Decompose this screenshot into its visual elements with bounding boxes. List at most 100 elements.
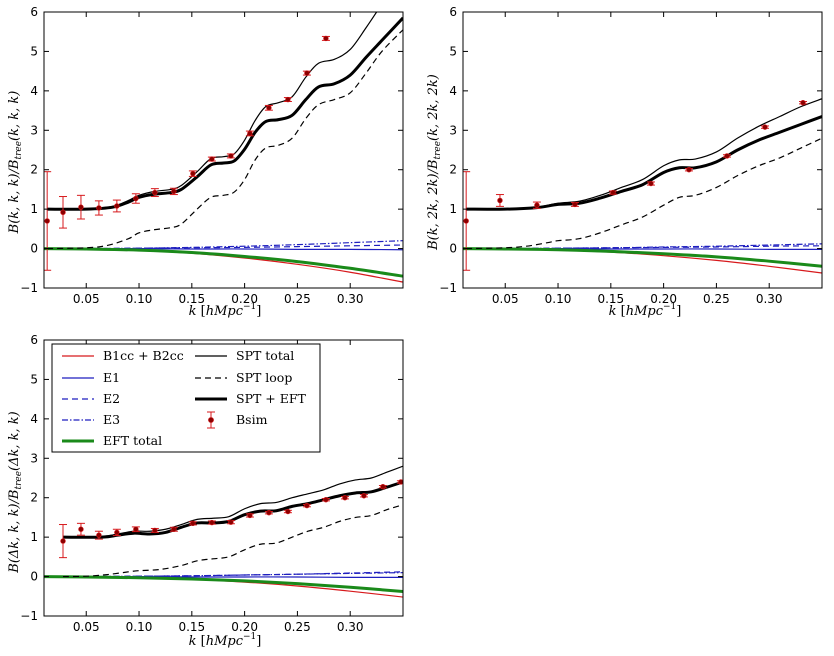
y-tick-label: 2 [449, 163, 457, 177]
y-tick-label: 3 [449, 123, 457, 137]
data-point [302, 502, 311, 509]
point-marker [114, 203, 120, 209]
y-tick-label: 2 [30, 491, 38, 505]
data-point [340, 495, 349, 501]
point-marker [228, 153, 234, 159]
data-point [321, 496, 330, 503]
point-marker [285, 96, 291, 103]
axes-frame [462, 11, 823, 289]
point-marker [133, 526, 139, 532]
y-tick-label: 1 [449, 202, 457, 216]
plot-area [463, 98, 822, 274]
point-marker [304, 70, 310, 76]
y-tick-label: 5 [30, 44, 38, 58]
data-point [798, 99, 807, 106]
data-point [321, 35, 330, 42]
point-marker [152, 527, 158, 534]
point-marker [96, 532, 102, 538]
x-tick-label: 0.20 [231, 620, 258, 634]
y-tick-label: 4 [449, 84, 457, 98]
point-marker [724, 153, 730, 159]
data-point [283, 96, 292, 103]
data-point [283, 508, 292, 515]
y-tick-label: 5 [449, 44, 457, 58]
data-point [264, 509, 273, 516]
point-marker [304, 502, 310, 509]
ylabel-bottom-left: B(Δk, k, k)/Btree(Δk, k, k) [7, 411, 24, 573]
y-tick-label: 0 [449, 242, 457, 256]
data-point [264, 104, 273, 111]
data-point [722, 153, 731, 159]
data-point [59, 524, 68, 559]
point-marker [171, 188, 177, 195]
point-marker [60, 538, 66, 544]
x-tick-label: 0.05 [73, 620, 100, 634]
point-marker [497, 197, 503, 204]
data-point [207, 156, 216, 162]
legend-label-e3: E3 [103, 412, 120, 427]
legend-label-bcc: B1cc + B2cc [103, 348, 184, 363]
axes-frame [43, 11, 404, 289]
ylabel-top-right: B(k, 2k, 2k)/Btree(k, 2k, 2k) [426, 74, 443, 251]
point-marker [323, 496, 329, 503]
y-tick-label: 6 [449, 5, 457, 19]
y-tick-label: 6 [30, 5, 38, 19]
y-tick-label: 4 [30, 412, 38, 426]
y-tick-label: −1 [20, 281, 38, 295]
point-marker [78, 526, 84, 532]
point-marker [247, 512, 253, 519]
axes-frame [43, 339, 404, 617]
x-tick-label: 0.05 [492, 292, 519, 306]
point-marker [190, 170, 196, 177]
ylabel-top-left: B(k, k, k)/Btree(k, k, k) [7, 91, 24, 235]
svg-text:k [hMpc−1]: k [hMpc−1] [189, 632, 262, 649]
x-tick-label: 0.30 [756, 292, 783, 306]
point-marker [60, 209, 66, 215]
y-tick-label: 1 [30, 530, 38, 544]
point-marker [342, 495, 348, 501]
y-tick-label: 5 [30, 372, 38, 386]
legend-label-bsim: Bsim [236, 412, 268, 427]
series-line-spt-total [62, 465, 403, 538]
series-line-spt-eft [63, 480, 403, 539]
data-point [169, 187, 178, 196]
svg-text:k [hMpc−1]: k [hMpc−1] [189, 302, 262, 319]
data-point [226, 519, 235, 525]
y-tick-label: 0 [30, 242, 38, 256]
point-marker [398, 479, 403, 485]
data-point [94, 530, 103, 540]
xlabel-top-left: k [hMpc−1] [189, 302, 262, 319]
y-tick-label: 0 [30, 570, 38, 584]
point-marker [380, 483, 386, 490]
point-marker [114, 529, 120, 536]
data-point [396, 479, 403, 485]
legend-label-spt-loop: SPT loop [236, 370, 292, 385]
point-marker [762, 124, 768, 130]
point-marker [152, 189, 158, 196]
data-point [495, 194, 504, 207]
data-point [131, 526, 140, 533]
data-point [463, 171, 471, 271]
point-marker [648, 180, 654, 187]
x-tick-label: 0.15 [178, 292, 205, 306]
point-marker [463, 218, 469, 224]
data-point [207, 519, 216, 526]
point-marker [266, 509, 272, 516]
y-tick-label: 3 [30, 123, 38, 137]
series-line-spt-loop [47, 29, 403, 250]
legend-swatch-bsim [207, 411, 215, 429]
panel-top-left: 0.05 0.10 0.15 0.20 0.25 0.30 −1 0 1 2 3 4 5 6 [20, 5, 404, 306]
data-point [112, 528, 121, 537]
point-marker [800, 99, 806, 106]
x-tick-label: 0.25 [284, 620, 311, 634]
series-line-eft-total [463, 247, 822, 268]
y-tick-label: 6 [30, 333, 38, 347]
data-point [302, 70, 311, 76]
data-point [76, 522, 85, 536]
data-point [150, 188, 159, 198]
point-marker [190, 520, 196, 527]
data-point [226, 153, 235, 159]
point-marker [209, 519, 215, 526]
panel-bottom-left: 0.05 0.10 0.15 0.20 0.25 0.30 −1 0 1 2 3 4 5 6 [20, 333, 404, 634]
